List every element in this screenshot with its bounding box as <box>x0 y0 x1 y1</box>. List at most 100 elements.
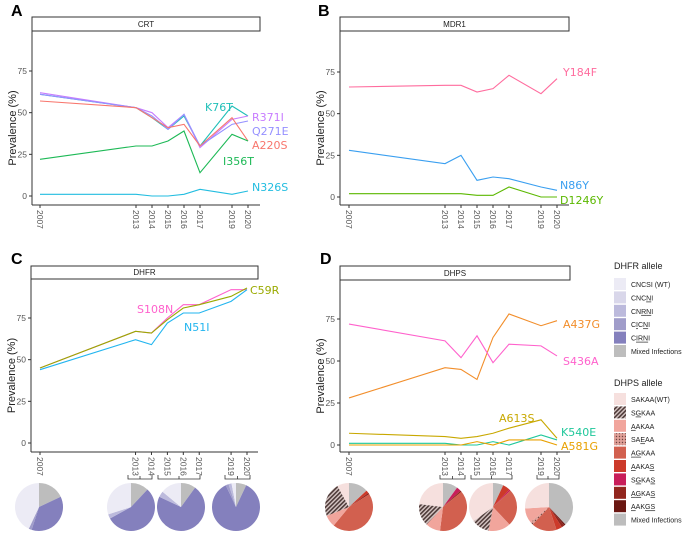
year-group-bracket <box>157 475 201 480</box>
x-tick-label: 2013 <box>131 457 141 476</box>
pie-slice <box>549 507 565 528</box>
x-tick-label: 2015 <box>472 210 482 229</box>
panels: A CRT 0 25 50 75 2007 2013 2014 2015 2016 2017 2019 2… <box>6 3 603 531</box>
year-group-bracket <box>224 475 251 480</box>
pie-slice <box>426 507 443 531</box>
series-label: S108N <box>137 303 173 316</box>
legend-label: AGKAS <box>631 491 655 498</box>
pie-slice <box>181 483 196 507</box>
x-tick-label: 2020 <box>242 457 252 476</box>
pie-slice <box>549 507 562 530</box>
x-tick-label: 2020 <box>243 210 253 229</box>
y-tick-label: 50 <box>326 356 336 366</box>
pie-slice <box>349 490 369 507</box>
legend-label: SAKAA(WT) <box>631 397 670 404</box>
pie-slice <box>488 507 510 531</box>
pie-slice <box>159 491 181 507</box>
pie-slice <box>530 507 549 525</box>
x-tick-label: 2020 <box>552 210 562 229</box>
pie-slice <box>493 489 511 507</box>
x-tick-label: 2016 <box>488 457 498 476</box>
series-label: R371I <box>252 111 284 124</box>
x-tick-label: 2013 <box>440 210 450 229</box>
legend-label: SGKAA <box>631 410 655 417</box>
pie-slice <box>109 489 155 531</box>
year-group-bracket <box>127 475 153 480</box>
legend-swatch <box>614 406 626 419</box>
pie-slice <box>333 494 373 531</box>
y-axis-title: Prevalence (%) <box>315 90 327 165</box>
x-tick-label: 2015 <box>162 457 172 476</box>
y-axis-title: Prevalence (%) <box>315 338 327 413</box>
x-tick-label: 2019 <box>226 457 236 476</box>
x-tick-label: 2007 <box>35 210 45 229</box>
y-tick-label: 0 <box>330 440 335 450</box>
pie-slice <box>473 507 493 531</box>
x-tick-label: 2019 <box>227 210 237 229</box>
x-tick-label: 2014 <box>456 457 466 476</box>
x-tick-label: 2014 <box>456 210 466 229</box>
x-tick-label: 2014 <box>146 457 156 476</box>
series-line-s436a <box>348 323 558 364</box>
y-tick-label: 25 <box>326 398 336 408</box>
pie-chart-2007 <box>14 483 63 531</box>
x-tick-label: 2019 <box>536 210 546 229</box>
panel-letter: D <box>320 251 332 268</box>
series-line-d1246y <box>349 186 557 198</box>
series-line-i356t <box>39 130 249 174</box>
pie-chart-2015-2017 <box>157 483 206 531</box>
pie-slice <box>443 487 461 507</box>
pie-slice <box>228 483 236 507</box>
x-tick-label: 2007 <box>35 457 45 476</box>
pie-slice <box>443 483 458 507</box>
x-tick-label: 2020 <box>552 457 562 476</box>
y-tick-label: 50 <box>326 109 336 119</box>
legend-label: Mixed Infections <box>631 518 682 525</box>
series-label: S436A <box>563 355 599 368</box>
x-tick-label: 2019 <box>536 457 546 476</box>
series-label: A613S <box>499 412 535 425</box>
series-line-a220s <box>39 100 249 147</box>
series-line-a613s <box>348 419 558 439</box>
legend-title: DHPS allele <box>614 378 663 388</box>
pie-slice <box>493 485 510 507</box>
y-tick-label: 50 <box>17 355 27 365</box>
legend-swatch <box>614 473 626 486</box>
x-tick-label: 2017 <box>195 210 205 229</box>
pie-slice <box>469 483 493 522</box>
legend-dhps: DHPS allele SAKAA(WT) SGKAA AAKAA SAEAA AGKAA… <box>614 378 682 526</box>
y-tick-label: 75 <box>326 67 336 77</box>
y-tick-label: 0 <box>21 438 26 448</box>
legend-swatch <box>614 513 626 526</box>
y-tick-label: 25 <box>17 396 27 406</box>
y-tick-label: 75 <box>17 313 27 323</box>
pie-slice <box>549 483 574 525</box>
series-label: K540E <box>561 426 596 439</box>
x-tick-label: 2016 <box>179 210 189 229</box>
series-line-n326s <box>40 188 249 197</box>
legends: DHFR allele CNCSI (WT) CNCNI CNRNI CICNI CIRN… <box>614 261 682 526</box>
x-tick-label: 2017 <box>194 457 204 476</box>
legend-swatch <box>614 278 626 290</box>
legend-label: Mixed Infections <box>631 349 682 356</box>
x-tick-label: 2015 <box>472 457 482 476</box>
pie-chart-2019-2020 <box>212 483 261 531</box>
panel-letter: B <box>318 3 330 20</box>
strip-title: DHFR <box>133 268 155 277</box>
series-label: D1246Y <box>560 194 603 207</box>
pie-slice <box>108 507 131 519</box>
y-tick-label: 75 <box>326 314 336 324</box>
strip-box <box>339 265 571 281</box>
pie-slice <box>443 490 462 507</box>
pie-chart-2015-2017 <box>469 483 517 531</box>
pie-slice <box>532 507 557 531</box>
x-tick-label: 2015 <box>163 210 173 229</box>
pie-slice <box>236 483 247 507</box>
series-line-a581g <box>349 439 558 446</box>
panel-a: A CRT 0 25 50 75 2007 2013 2014 2015 2016 2017 2019 2… <box>7 3 289 229</box>
pie-slice <box>337 483 349 507</box>
pie-slice <box>157 487 206 531</box>
series-label: I356T <box>223 155 254 168</box>
pie-slice <box>106 483 131 515</box>
